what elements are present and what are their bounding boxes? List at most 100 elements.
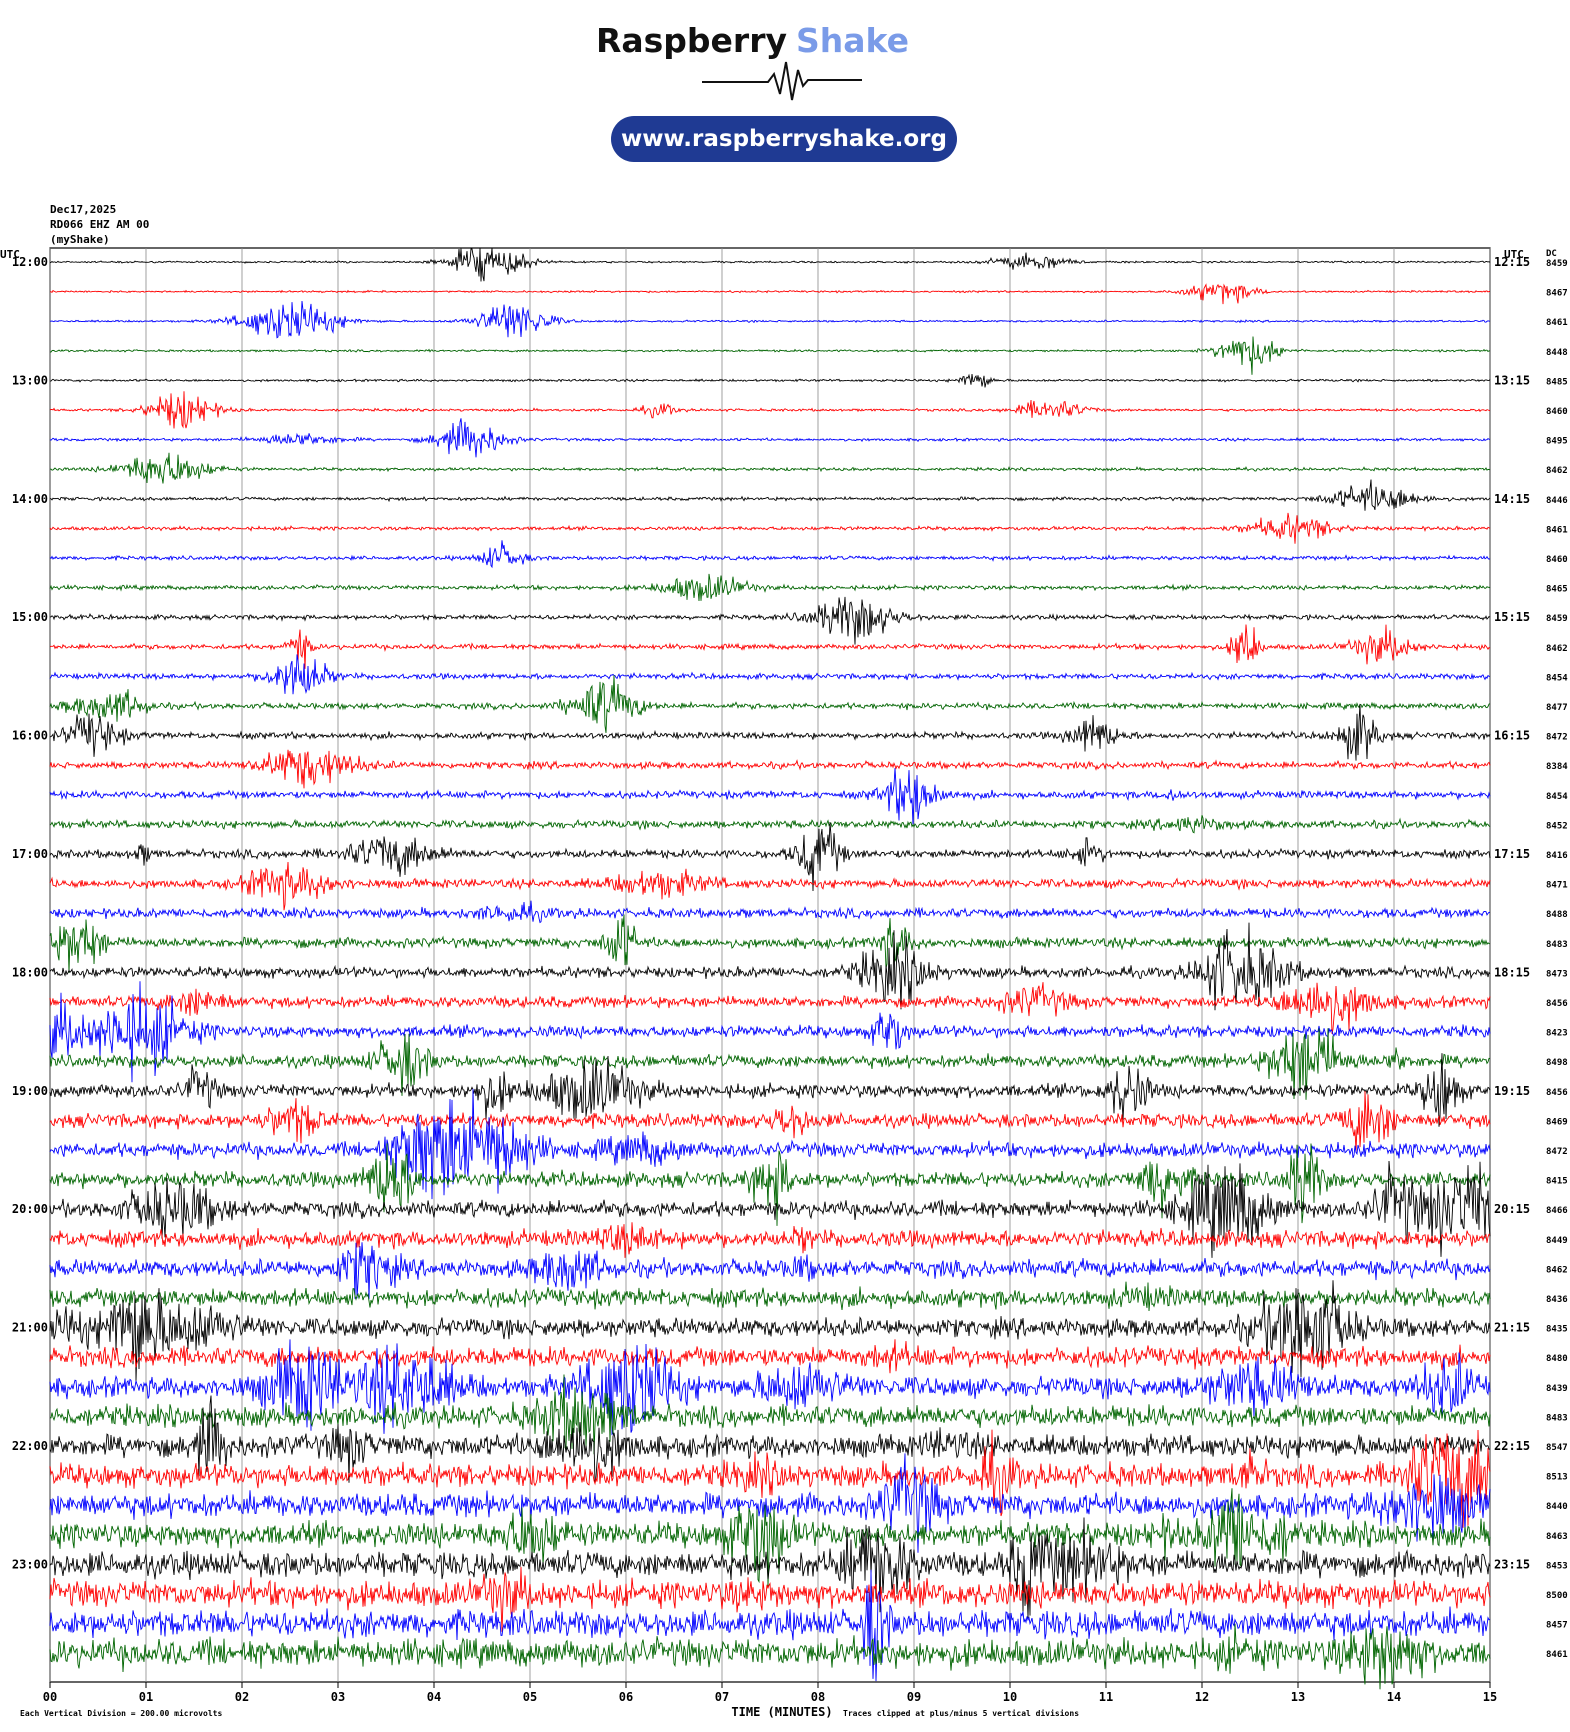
trace <box>49 675 1491 733</box>
logo-wave <box>702 61 862 101</box>
dc-value: 8436 <box>1546 1295 1568 1305</box>
trace <box>49 1569 1491 1682</box>
trace <box>49 900 1491 924</box>
dc-value: 8452 <box>1546 821 1568 831</box>
hour-label: 20:00 <box>12 1202 48 1216</box>
dc-value: 8454 <box>1546 673 1568 683</box>
trace <box>49 704 1491 761</box>
trace <box>49 1242 1491 1300</box>
hour-label: 22:15 <box>1494 1439 1530 1453</box>
dc-value: 8467 <box>1546 289 1568 299</box>
trace <box>49 573 1491 602</box>
trace <box>49 982 1491 1034</box>
hour-label: 18:00 <box>12 965 48 979</box>
dc-value: 8469 <box>1546 1117 1568 1127</box>
trace <box>49 1517 1491 1619</box>
hour-label: 15:15 <box>1494 610 1530 624</box>
trace <box>49 391 1491 429</box>
dc-value: 8459 <box>1546 259 1568 269</box>
dc-value: 8483 <box>1546 940 1568 950</box>
trace <box>49 283 1490 305</box>
dc-value: 8446 <box>1546 496 1568 506</box>
dc-value: 8453 <box>1546 1561 1568 1571</box>
hour-label: 14:15 <box>1494 492 1530 506</box>
x-tick-label: 10 <box>1003 1690 1017 1704</box>
dc-value: 8473 <box>1546 969 1568 979</box>
hour-label: 13:00 <box>12 373 48 387</box>
dc-header: DC <box>1546 249 1557 259</box>
station-info: (myShake) <box>50 233 110 246</box>
hour-label: 13:15 <box>1494 373 1530 387</box>
x-tick-label: 02 <box>235 1690 249 1704</box>
trace <box>49 452 1491 484</box>
hour-label: 15:00 <box>12 610 48 624</box>
dc-value: 8448 <box>1546 348 1568 358</box>
trace <box>49 1395 1491 1484</box>
hour-label: 19:00 <box>12 1084 48 1098</box>
trace <box>49 1623 1491 1690</box>
dc-value: 8460 <box>1546 555 1568 565</box>
x-tick-label: 05 <box>523 1690 537 1704</box>
trace <box>49 1143 1491 1226</box>
trace <box>49 1222 1491 1258</box>
trace <box>49 1280 1491 1381</box>
x-tick-label: 09 <box>907 1690 921 1704</box>
trace <box>49 1339 1491 1374</box>
dc-value: 8480 <box>1546 1354 1568 1364</box>
hour-label: 18:15 <box>1494 965 1530 979</box>
brand: Raspberry <box>596 21 787 60</box>
x-tick-label: 14 <box>1387 1690 1401 1704</box>
x-tick-label: 08 <box>811 1690 825 1704</box>
hour-label: 21:15 <box>1494 1321 1530 1335</box>
dc-value: 8415 <box>1546 1177 1568 1187</box>
trace <box>49 624 1491 669</box>
dc-value: 8461 <box>1546 318 1568 328</box>
utc-label: UTC <box>0 248 20 261</box>
x-tick-label: 07 <box>715 1690 729 1704</box>
x-tick-label: 01 <box>139 1690 153 1704</box>
dc-value: 8460 <box>1546 407 1568 417</box>
trace <box>49 815 1491 834</box>
x-tick-label: 03 <box>331 1690 345 1704</box>
hour-label: 17:00 <box>12 847 48 861</box>
dc-value: 8500 <box>1546 1591 1568 1601</box>
x-tick-label: 13 <box>1291 1690 1305 1704</box>
dc-value: 8423 <box>1546 1029 1568 1039</box>
footer-note: Traces clipped at plus/minus 5 vertical … <box>843 1708 1079 1718</box>
dc-value: 8456 <box>1546 1088 1568 1098</box>
dc-value: 8465 <box>1546 585 1568 595</box>
trace <box>49 749 1491 789</box>
dc-value: 8440 <box>1546 1502 1568 1512</box>
trace <box>49 1374 1491 1455</box>
x-tick-label: 06 <box>619 1690 633 1704</box>
dc-value: 8459 <box>1546 614 1568 624</box>
trace <box>50 373 1491 388</box>
trace <box>49 1028 1491 1100</box>
trace <box>49 981 1491 1083</box>
dc-value: 8462 <box>1546 644 1568 654</box>
station-info: RD066 EHZ AM 00 <box>50 218 149 231</box>
footer-note: Each Vertical Division = 200.00 microvol… <box>20 1708 222 1718</box>
trace <box>49 654 1491 695</box>
dc-value: 8485 <box>1546 377 1568 387</box>
dc-value: 8471 <box>1546 881 1568 891</box>
hour-label: 21:00 <box>12 1321 48 1335</box>
x-tick-label: 00 <box>43 1690 57 1704</box>
trace <box>49 540 1491 569</box>
trace <box>49 861 1491 911</box>
dc-value: 8488 <box>1546 910 1568 920</box>
dc-value: 8547 <box>1546 1443 1568 1453</box>
url: www.raspberryshake.org <box>621 126 947 152</box>
trace <box>49 1281 1491 1312</box>
dc-value: 8498 <box>1546 1058 1568 1068</box>
trace <box>49 821 1491 892</box>
hour-label: 19:15 <box>1494 1084 1530 1098</box>
trace <box>49 300 1491 339</box>
dc-value: 8461 <box>1546 525 1568 535</box>
hour-label: 17:15 <box>1494 847 1530 861</box>
trace <box>49 922 1491 1011</box>
trace <box>49 1088 1491 1200</box>
dc-value: 8483 <box>1546 1413 1568 1423</box>
dc-value: 8462 <box>1546 1265 1568 1275</box>
